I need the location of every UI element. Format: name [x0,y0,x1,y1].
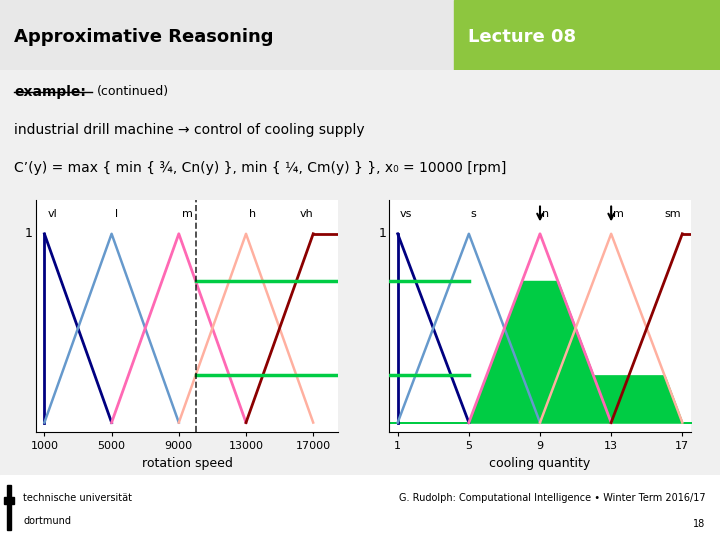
Text: 1: 1 [24,227,32,240]
Text: example:: example: [14,85,86,99]
Text: m: m [613,209,624,219]
Text: m: m [182,209,193,219]
Bar [454,0,720,70]
Text: sm: sm [665,209,681,219]
Text: industrial drill machine → control of cooling supply: industrial drill machine → control of co… [14,123,365,137]
Bar [7,485,11,530]
Text: h: h [249,209,256,219]
Text: C’(y) = max { min { ¾, Cn(y) }, min { ¼, Cm(y) } }, x₀ = 10000 [rpm]: C’(y) = max { min { ¾, Cn(y) }, min { ¼,… [14,161,507,175]
Bar [0,0,454,70]
Text: 1: 1 [378,227,386,240]
Text: s: s [471,209,477,219]
Text: technische universität: technische universität [23,493,132,503]
Text: n: n [541,209,549,219]
Text: Approximative Reasoning: Approximative Reasoning [14,28,274,45]
Text: G. Rudolph: Computational Intelligence • Winter Term 2016/17: G. Rudolph: Computational Intelligence •… [399,493,706,503]
Text: l: l [115,209,118,219]
X-axis label: rotation speed: rotation speed [142,457,233,470]
Text: Lecture 08: Lecture 08 [468,28,576,45]
Text: vh: vh [300,209,313,219]
Text: 18: 18 [693,519,706,529]
Text: (continued): (continued) [97,85,169,98]
Text: vl: vl [48,209,58,219]
X-axis label: cooling quantity: cooling quantity [490,457,590,470]
Bar [4,497,14,504]
Text: dortmund: dortmund [23,516,71,525]
Text: vs: vs [400,209,412,219]
